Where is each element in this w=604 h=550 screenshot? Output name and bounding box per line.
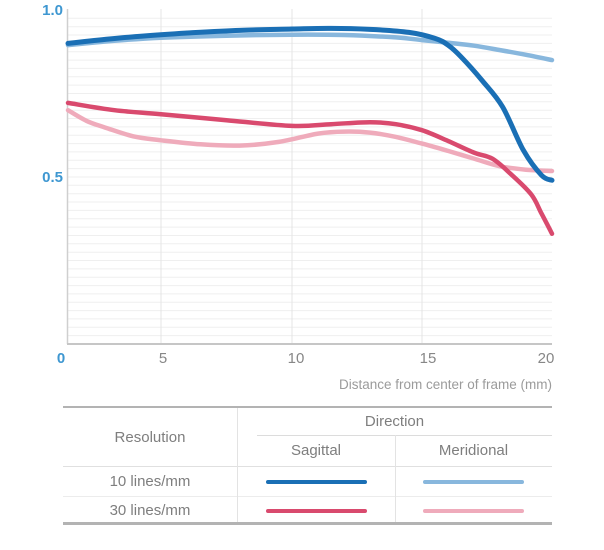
curve-30-lines-mm-meridional xyxy=(65,107,555,174)
resolution-header-label: Resolution xyxy=(114,428,186,446)
x-axis-tick-label: 20 xyxy=(538,350,555,367)
meridional-swatch-cell xyxy=(395,497,552,524)
x-axis-tick-label: 0 xyxy=(57,350,65,367)
sagittal-header-label: Sagittal xyxy=(290,441,342,459)
x-axis-tick-label: 5 xyxy=(159,350,167,367)
mtf-chart: 1.0 0.5 0 5 10 15 20 Distance from center of fr… xyxy=(42,2,555,392)
y-axis-tick-label: 0.5 xyxy=(42,169,63,186)
legend-row-label: 30 lines/mm xyxy=(109,502,191,519)
x-axis-tick-label: 15 xyxy=(420,350,437,367)
sagittal-swatch-cell xyxy=(237,497,395,524)
curve-10-lines-mm-sagittal xyxy=(65,25,555,183)
direction-subheaders: Sagittal Meridional xyxy=(237,435,552,465)
legend-vertical-divider xyxy=(395,435,396,522)
x-axis-title: Distance from center of frame (mm) xyxy=(339,377,552,392)
meridional-swatch-cell xyxy=(395,467,552,496)
direction-header-label: Direction xyxy=(364,413,425,430)
meridional-header-label: Meridional xyxy=(438,441,509,459)
legend-row-30-lines: 30 lines/mm xyxy=(63,497,552,524)
meridional-header-cell: Meridional xyxy=(395,435,552,465)
legend-row-label-cell: 30 lines/mm xyxy=(63,497,237,524)
meridional-30-line-swatch xyxy=(423,508,524,513)
y-axis-tick-label: 1.0 xyxy=(42,2,63,19)
direction-underline xyxy=(257,435,552,436)
curve-30-lines-mm-sagittal xyxy=(65,100,555,237)
x-axis-tick-label: 10 xyxy=(288,350,305,367)
legend-row-label-cell: 10 lines/mm xyxy=(63,467,237,496)
sagittal-header-cell: Sagittal xyxy=(237,435,395,465)
direction-header-cell: Direction xyxy=(237,408,552,435)
curve-10-lines-mm-meridional xyxy=(65,32,555,63)
meridional-10-line-swatch xyxy=(423,479,524,484)
legend-table: Resolution Direction Sagittal Meridional… xyxy=(63,406,552,525)
legend-row-label: 10 lines/mm xyxy=(109,473,191,490)
legend-header-row: Resolution Direction Sagittal Meridional xyxy=(63,408,552,467)
direction-header-group: Direction Sagittal Meridional xyxy=(237,408,552,466)
legend-vertical-divider xyxy=(237,408,238,522)
sagittal-30-line-swatch xyxy=(265,508,367,513)
sagittal-swatch-cell xyxy=(237,467,395,496)
legend-row-10-lines: 10 lines/mm xyxy=(63,467,552,497)
mtf-chart-svg: 1.0 0.5 0 5 10 15 20 Distance from center of fr… xyxy=(42,2,555,392)
resolution-header-cell: Resolution xyxy=(63,408,237,466)
sagittal-10-line-swatch xyxy=(265,479,367,484)
